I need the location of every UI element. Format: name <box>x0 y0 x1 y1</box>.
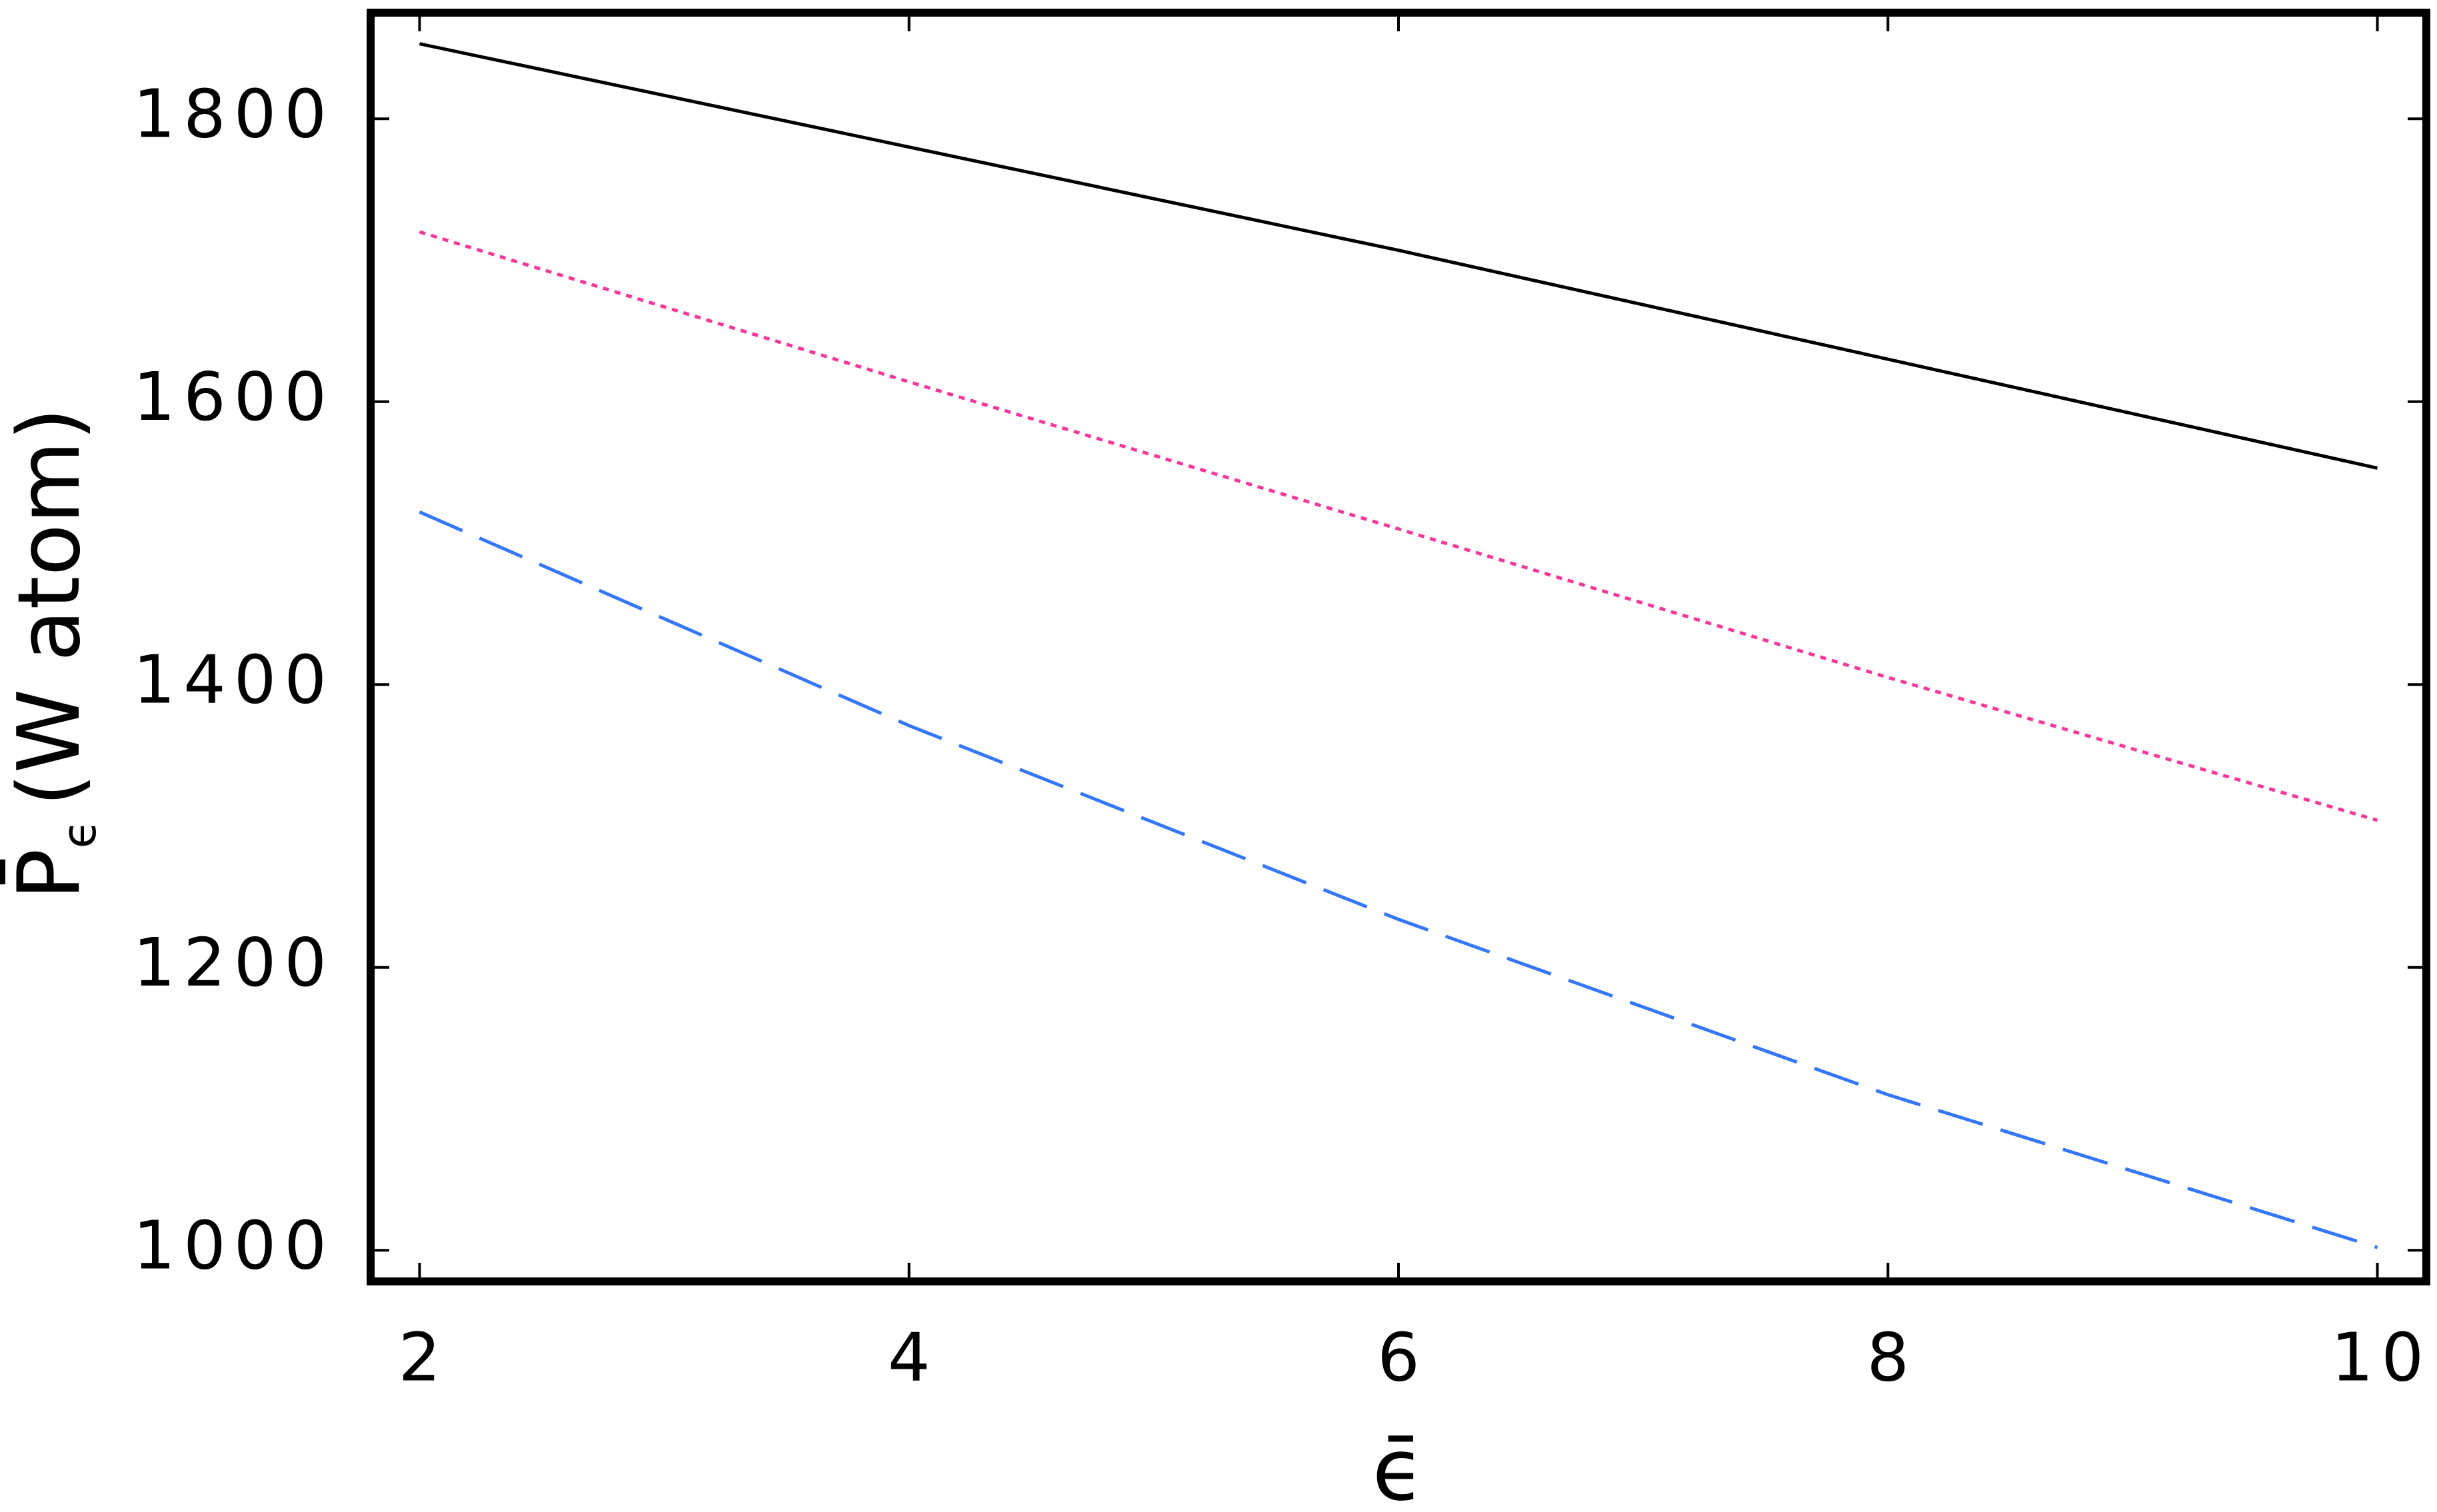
y-label-subscript: ϵ <box>52 820 107 848</box>
x-tick-label: 2 <box>399 1318 449 1396</box>
y-tick-label: 1000 <box>133 1207 335 1285</box>
series-line <box>419 510 2378 1249</box>
x-tick-label: 4 <box>888 1318 939 1396</box>
plot-frame <box>367 9 2430 1285</box>
x-tick-label: 8 <box>1866 1318 1917 1396</box>
series-line <box>419 230 2378 822</box>
x-axis-label: ϵ̄ <box>1372 1421 1425 1512</box>
x-tick-label: 10 <box>2331 1318 2432 1396</box>
y-label-unit: (W atom) <box>0 407 99 806</box>
y-label-symbol: P̄ <box>0 848 99 900</box>
y-tick-label: 1800 <box>133 75 335 153</box>
y-tick-label: 1200 <box>133 924 335 1002</box>
series-line <box>419 42 2378 470</box>
x-tick-label: 6 <box>1377 1318 1428 1396</box>
y-tick-label: 1400 <box>133 641 335 719</box>
y-tick-label: 1600 <box>133 358 335 436</box>
y-axis-label: P̄ϵ (W atom) <box>0 407 107 900</box>
